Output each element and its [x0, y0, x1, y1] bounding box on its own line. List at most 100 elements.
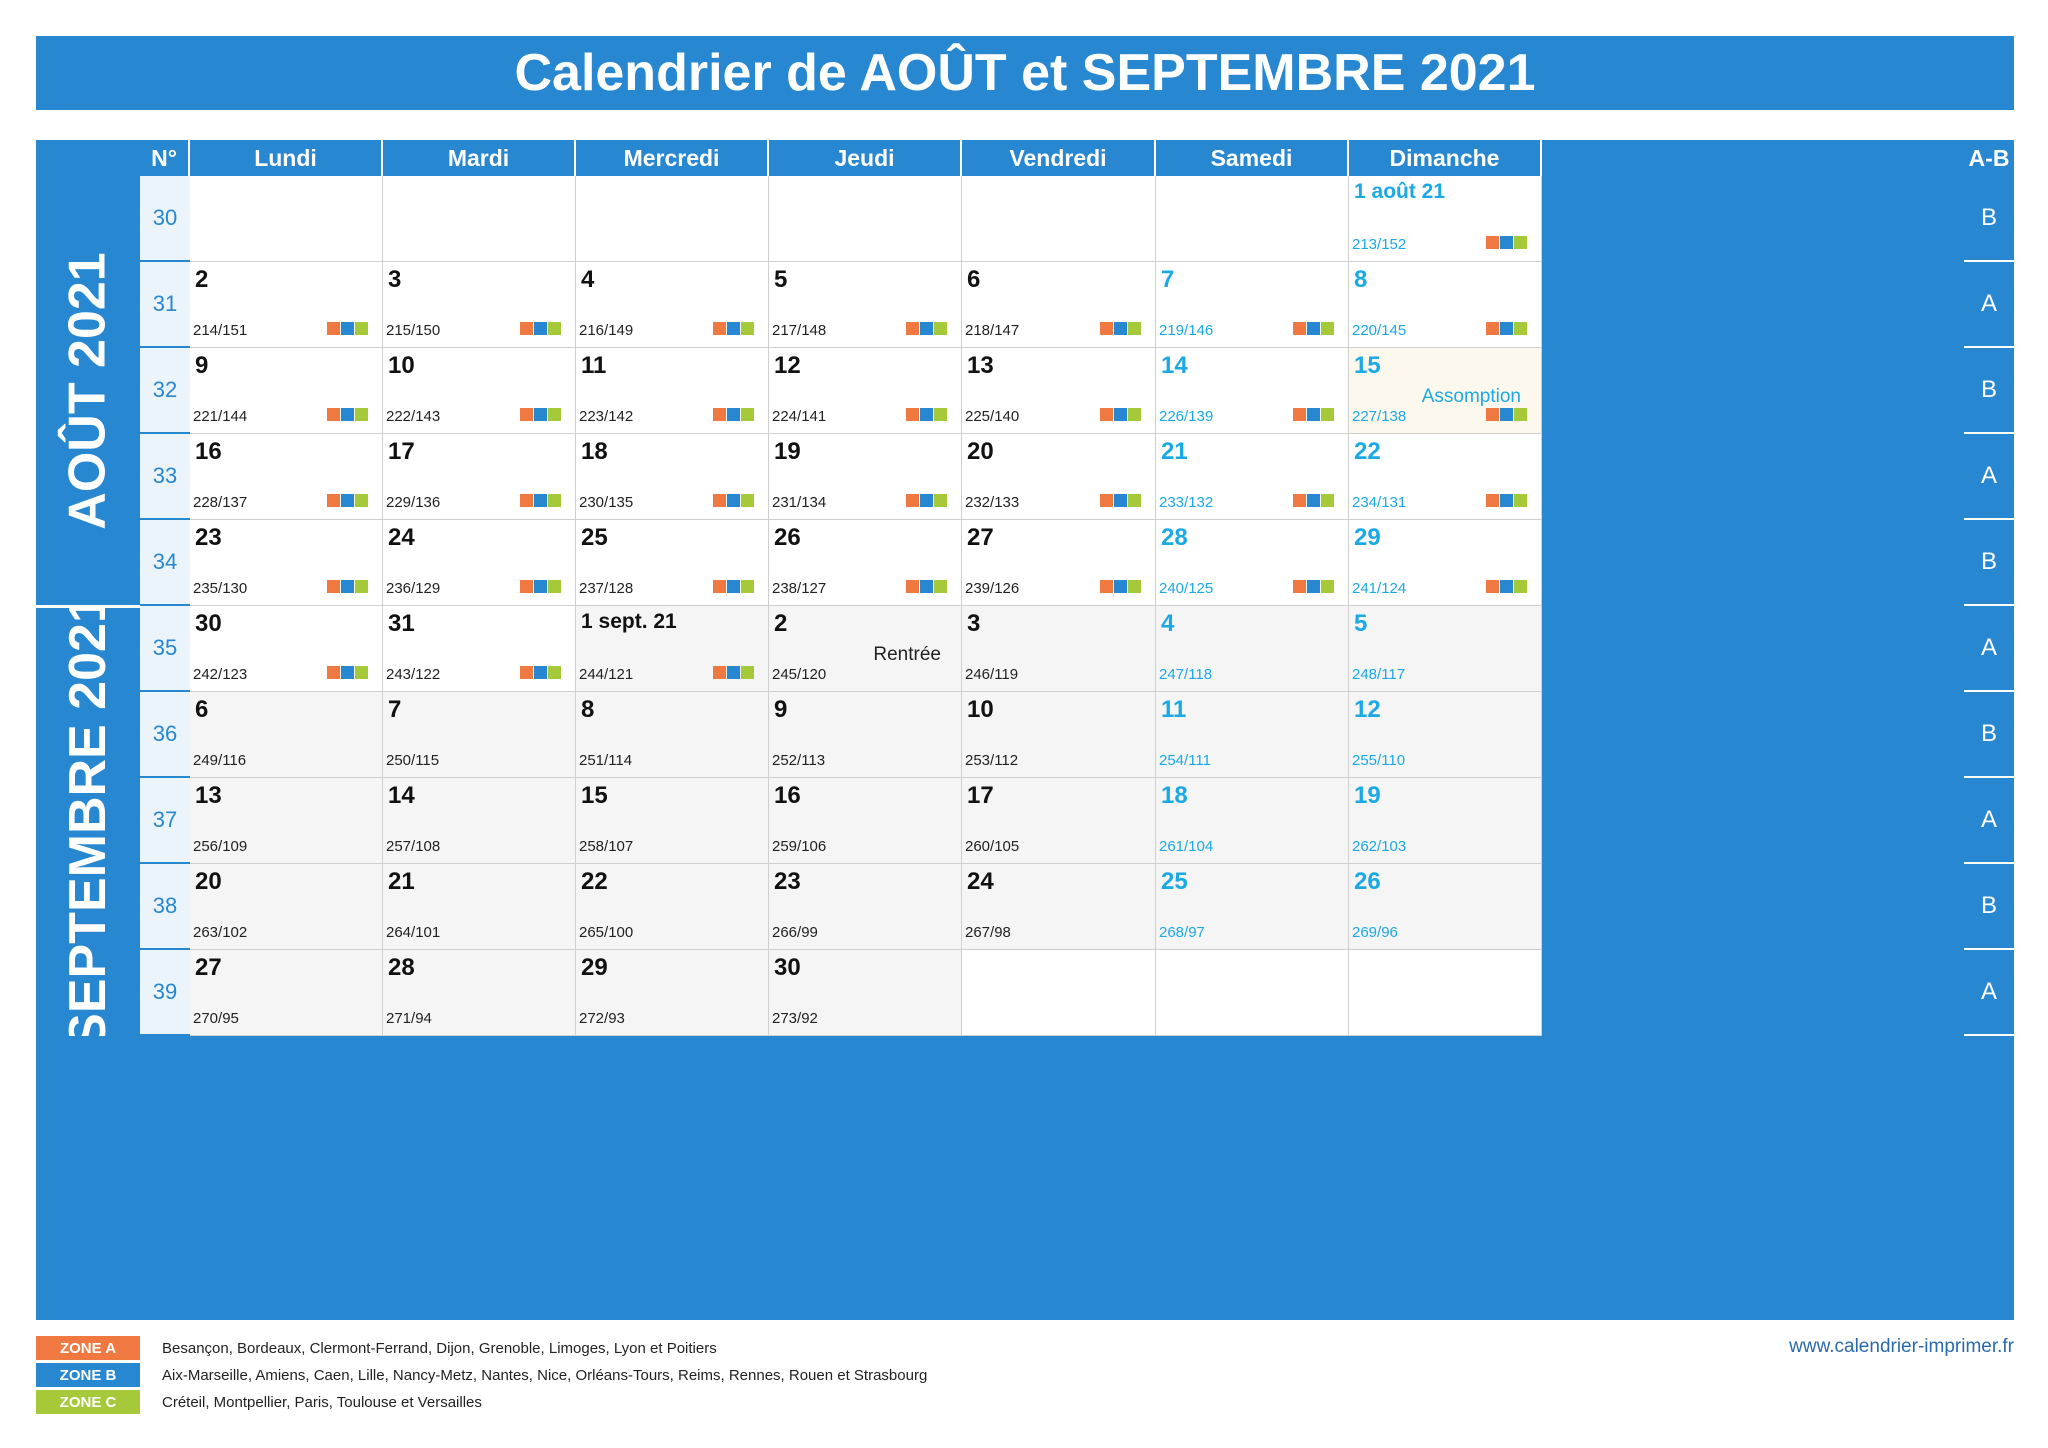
day-number: 30 [195, 610, 222, 637]
zb-marker [1307, 322, 1320, 335]
day-of-year: 259/106 [772, 838, 827, 855]
day-of-year: 230/135 [579, 494, 634, 511]
zb-marker [1307, 580, 1320, 593]
day-of-year: 231/134 [772, 494, 827, 511]
school-holiday-zones-icon [326, 408, 368, 421]
day-of-year: 249/116 [193, 752, 247, 769]
week-ab-label: A [1964, 778, 2014, 864]
day-of-year: 238/127 [772, 580, 827, 597]
zb-marker [341, 494, 354, 507]
school-holiday-zones-icon [519, 494, 561, 507]
za-marker [327, 408, 340, 421]
zc-marker [1514, 322, 1527, 335]
day-of-year: 243/122 [386, 666, 441, 683]
school-holiday-zones-icon [326, 322, 368, 335]
zc-marker [741, 580, 754, 593]
week-ab-label: A [1964, 950, 2014, 1036]
za-marker [520, 494, 533, 507]
zb-marker [727, 322, 740, 335]
day-of-year: 219/146 [1159, 322, 1214, 339]
day-of-year: 256/109 [193, 838, 248, 855]
za-marker [1293, 408, 1306, 421]
empty-day-cell [190, 176, 383, 262]
zb-marker [920, 580, 933, 593]
week-ab-label: A [1964, 434, 2014, 520]
school-holiday-zones-icon [326, 580, 368, 593]
day-cell: 20 263/102 [190, 864, 383, 950]
za-marker [713, 580, 726, 593]
website-link[interactable]: www.calendrier-imprimer.fr [1789, 1336, 2014, 1357]
day-cell: 24 267/98 [962, 864, 1156, 950]
day-of-year: 218/147 [965, 322, 1020, 339]
legend-row-zone-c: ZONE C Créteil, Montpellier, Paris, Toulo… [36, 1390, 482, 1414]
school-holiday-zones-icon [712, 408, 754, 421]
day-cell: 30 242/123 [190, 606, 383, 692]
day-of-year: 221/144 [193, 408, 248, 425]
za-marker [520, 322, 533, 335]
day-number: 27 [967, 524, 994, 551]
day-of-year: 247/118 [1159, 666, 1213, 683]
week-number: 36 [140, 692, 190, 778]
day-cell: 3 215/150 [383, 262, 576, 348]
day-of-year: 239/126 [965, 580, 1020, 597]
day-of-year: 213/152 [1352, 236, 1407, 253]
day-cell: 25 268/97 [1156, 864, 1349, 950]
day-number: 9 [774, 696, 788, 723]
day-number: 20 [967, 438, 994, 465]
day-of-year: 273/92 [772, 1010, 818, 1027]
day-number: 25 [1161, 868, 1188, 895]
month-label-text: SEPTEMBRE 2021 [59, 606, 118, 1036]
school-holiday-zones-icon [1485, 236, 1527, 249]
week-ab-label: B [1964, 348, 2014, 434]
day-cell: 2 Rentrée 245/120 [769, 606, 962, 692]
day-number: 8 [1354, 266, 1368, 293]
week-number: 39 [140, 950, 190, 1036]
day-cell: 1 sept. 21 244/121 [576, 606, 769, 692]
day-number: 5 [1354, 610, 1368, 637]
day-cell: 20 232/133 [962, 434, 1156, 520]
za-marker [327, 666, 340, 679]
school-holiday-zones-icon [1099, 322, 1141, 335]
day-of-year: 270/95 [193, 1010, 239, 1027]
day-number: 30 [774, 954, 801, 981]
week-ab-label: B [1964, 692, 2014, 778]
day-number: 12 [1354, 696, 1381, 723]
zb-marker [534, 322, 547, 335]
zb-marker [727, 408, 740, 421]
zc-marker [741, 666, 754, 679]
za-marker [1293, 322, 1306, 335]
za-marker [713, 666, 726, 679]
day-number: 16 [195, 438, 222, 465]
zb-marker [534, 494, 547, 507]
day-cell: 26 269/96 [1349, 864, 1542, 950]
day-cell: 8 251/114 [576, 692, 769, 778]
day-of-year: 253/112 [965, 752, 1019, 769]
day-number: 1 août 21 [1354, 180, 1446, 203]
day-number: 7 [1161, 266, 1175, 293]
zb-marker [341, 322, 354, 335]
day-cell: 29 272/93 [576, 950, 769, 1036]
day-number: 18 [1161, 782, 1188, 809]
day-cell: 19 231/134 [769, 434, 962, 520]
calendar-table: N° Lundi Mardi Mercredi Jeudi Vendredi Samedi… [36, 140, 2014, 1320]
day-number: 31 [388, 610, 415, 637]
week-number: 33 [140, 434, 190, 520]
day-number: 17 [388, 438, 415, 465]
za-marker [1486, 408, 1499, 421]
month-label-text: AOÛT 2021 [59, 252, 118, 530]
day-cell: 11 223/142 [576, 348, 769, 434]
school-holiday-zones-icon [1292, 580, 1334, 593]
zc-marker [934, 322, 947, 335]
day-cell: 13 256/109 [190, 778, 383, 864]
zc-marker [355, 322, 368, 335]
zc-marker [934, 494, 947, 507]
day-number: 29 [1354, 524, 1381, 551]
school-holiday-zones-icon [519, 322, 561, 335]
day-cell: 21 233/132 [1156, 434, 1349, 520]
school-holiday-zones-icon [905, 408, 947, 421]
empty-day-cell [1156, 176, 1349, 262]
month-label-aout-2021: AOÛT 2021 [36, 176, 140, 606]
za-marker [520, 408, 533, 421]
day-number: 25 [581, 524, 608, 551]
day-of-year: 258/107 [579, 838, 634, 855]
